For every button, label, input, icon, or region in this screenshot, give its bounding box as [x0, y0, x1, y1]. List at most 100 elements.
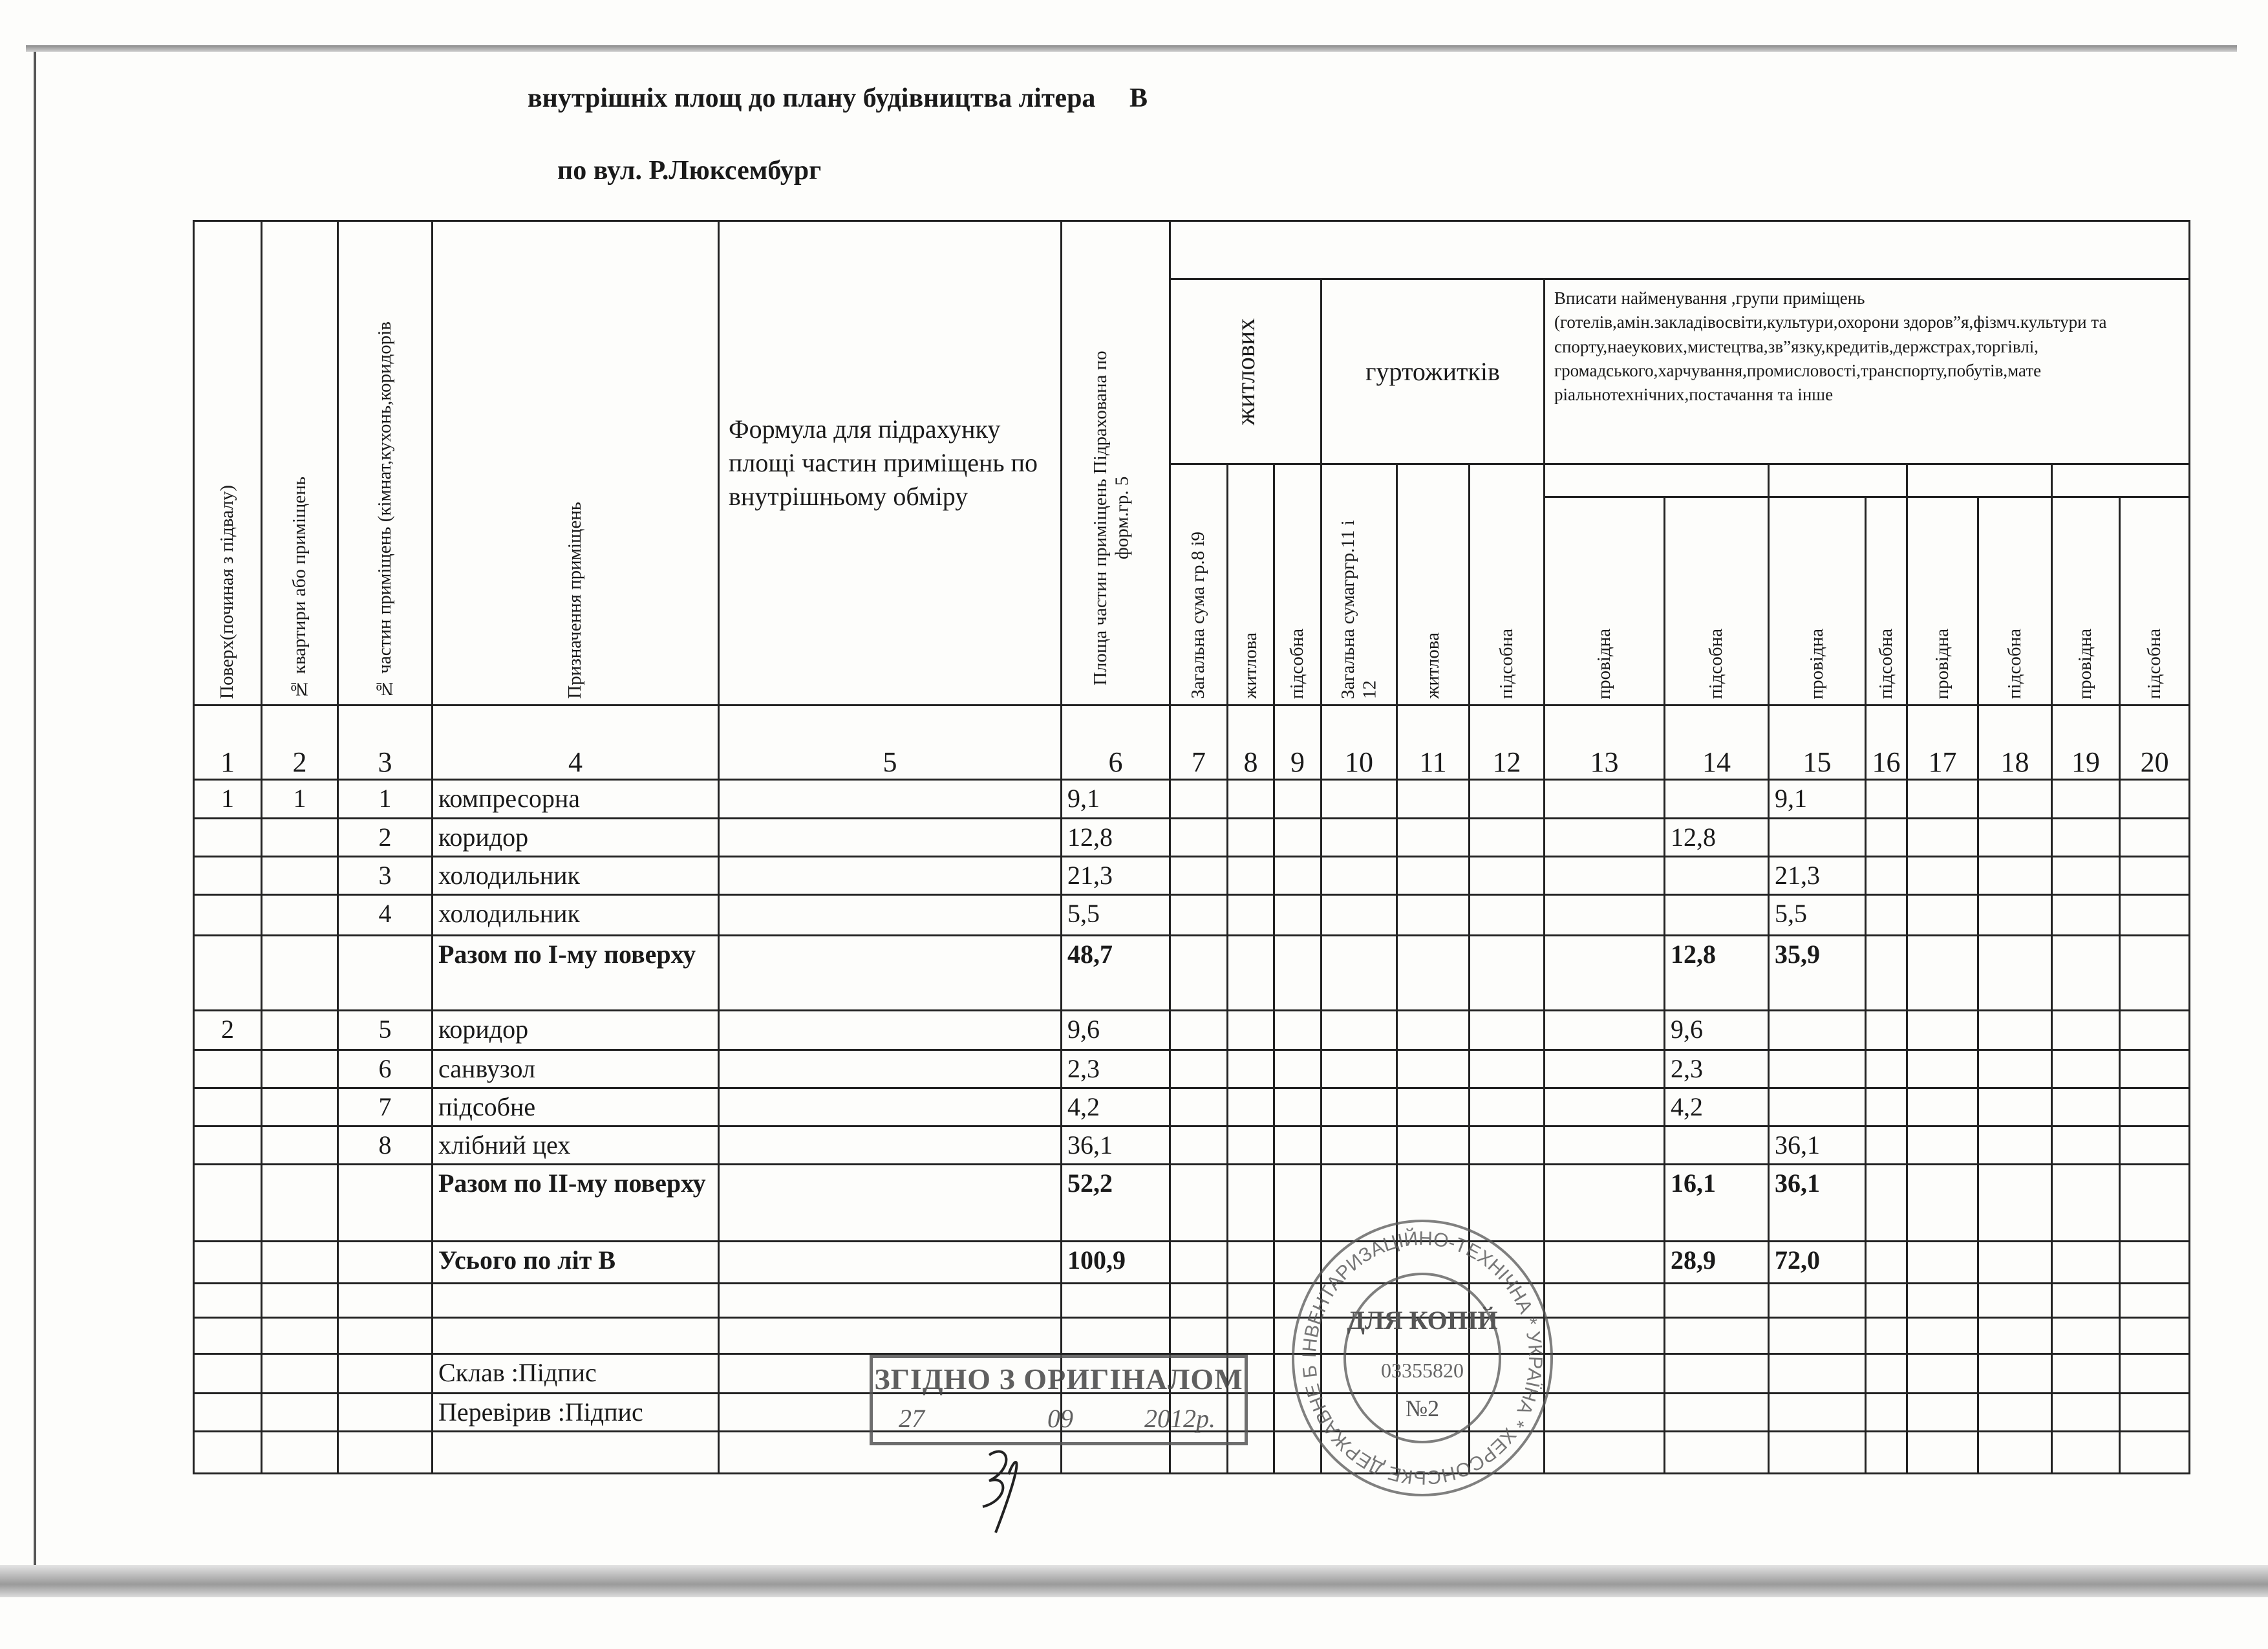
- apartment-cell: [261, 1125, 339, 1165]
- column-number: 2: [261, 704, 339, 781]
- table-row: [193, 1282, 2191, 1319]
- cell: [2118, 934, 2191, 1011]
- cell: [1169, 934, 1228, 1011]
- column-number: 11: [1396, 704, 1470, 781]
- cell: [1320, 1163, 1398, 1242]
- cell: [718, 894, 1062, 936]
- cell: [718, 1163, 1062, 1242]
- header-c20: підсобна: [2118, 496, 2191, 706]
- column-number-row: 1 2 3 4 5 6 7 8 9 10 11 12 13 14 15 16 17 18 19 20: [193, 704, 2191, 781]
- apartment-cell: [261, 1282, 339, 1319]
- cell: [1543, 1240, 1665, 1284]
- cell: [1468, 817, 1545, 857]
- cell: [1865, 1317, 1908, 1355]
- cell: [1977, 1125, 2053, 1165]
- header-subgroup: [1906, 463, 2053, 498]
- cell: [1396, 779, 1470, 819]
- room-purpose-cell: [431, 1282, 720, 1319]
- room-number-cell: 4: [337, 894, 433, 936]
- column-number: 9: [1273, 704, 1322, 781]
- cell: [1396, 1163, 1470, 1242]
- cell: [2051, 1317, 2121, 1355]
- cell: [2051, 856, 2121, 896]
- cell: [1906, 1125, 1979, 1165]
- cell: [2051, 779, 2121, 819]
- apartment-cell: [261, 1392, 339, 1432]
- cell: [718, 779, 1062, 819]
- main-area-cell: 21,3: [1768, 856, 1867, 896]
- cell: [1320, 1087, 1398, 1127]
- cell: [718, 1240, 1062, 1284]
- main-area-cell: [1768, 1353, 1867, 1394]
- column-number: 4: [431, 704, 720, 781]
- column-number: 17: [1906, 704, 1979, 781]
- header-c16: підсобна: [1865, 496, 1908, 706]
- cell: [1468, 1430, 1545, 1474]
- header-area: Площа частин приміщень Підрахована по фо…: [1060, 220, 1171, 706]
- floor-cell: [193, 1317, 262, 1355]
- area-cell: 100,9: [1060, 1240, 1171, 1284]
- cell: [1468, 1087, 1545, 1127]
- cell: [1320, 1282, 1398, 1319]
- column-number: 12: [1468, 704, 1545, 781]
- cell: [2051, 1430, 2121, 1474]
- room-purpose-cell: Разом по ІІ-му поверху: [431, 1163, 720, 1242]
- cell: [1169, 779, 1228, 819]
- floor-cell: 2: [193, 1009, 262, 1051]
- cell: [1543, 1282, 1665, 1319]
- cell: [1977, 1392, 2053, 1432]
- table-row: 2 5 коридор 9,6 9,6: [193, 1009, 2191, 1051]
- auxiliary-area-cell: [1664, 894, 1770, 936]
- cell: [1977, 856, 2053, 896]
- cell: [1273, 1430, 1322, 1474]
- cell: [1169, 1392, 1228, 1432]
- room-purpose-cell: санвузол: [431, 1049, 720, 1089]
- area-cell: [1060, 1392, 1171, 1432]
- cell: [1396, 817, 1470, 857]
- room-purpose-cell: Перевірив :Підпис: [431, 1392, 720, 1432]
- area-cell: 52,2: [1060, 1163, 1171, 1242]
- cell: [2051, 1392, 2121, 1432]
- auxiliary-area-cell: [1664, 1353, 1770, 1394]
- cell: [1273, 1009, 1322, 1051]
- cell: [2118, 1009, 2191, 1051]
- auxiliary-area-cell: 9,6: [1664, 1009, 1770, 1051]
- header-group-residential: житлових: [1169, 278, 1322, 465]
- floor-cell: [193, 1240, 262, 1284]
- floor-cell: [193, 856, 262, 896]
- cell: [1226, 1049, 1275, 1089]
- cell: [1468, 779, 1545, 819]
- round-seal-graphic: ІНВЕНТАРИЗАЦІЙНО-ТЕХНІЧНА * УКРАЇНА * ХЕ…: [1277, 1199, 1553, 1496]
- cell: [1396, 1240, 1470, 1284]
- cell: [1396, 894, 1470, 936]
- cell: [1396, 1009, 1470, 1051]
- cell: [1468, 1240, 1545, 1284]
- cell: [1543, 817, 1665, 857]
- cell: [2051, 1282, 2121, 1319]
- scan-edge-left: [34, 52, 36, 1565]
- area-cell: 9,1: [1060, 779, 1171, 819]
- area-cell: 4,2: [1060, 1087, 1171, 1127]
- column-number: 15: [1768, 704, 1867, 781]
- cell: [1273, 894, 1322, 936]
- cell: [1865, 1087, 1908, 1127]
- cell: [2051, 1125, 2121, 1165]
- header-c19: провідна: [2051, 496, 2121, 706]
- column-number: 1: [193, 704, 262, 781]
- room-number-cell: [337, 1392, 433, 1432]
- table-row: Разом по ІІ-му поверху 52,2 16,1 36,1: [193, 1163, 2191, 1242]
- cell: [1169, 1430, 1228, 1474]
- cell: [2118, 1163, 2191, 1242]
- floor-cell: [193, 1125, 262, 1165]
- room-number-cell: [337, 1282, 433, 1319]
- cell: [1226, 1392, 1275, 1432]
- column-number: 19: [2051, 704, 2121, 781]
- svg-text:№2: №2: [1406, 1396, 1439, 1421]
- cell: [1543, 1353, 1665, 1394]
- cell: [1543, 1087, 1665, 1127]
- cell: [1396, 1282, 1470, 1319]
- table-row: 1 1 1 компресорна 9,1 9,1: [193, 779, 2191, 819]
- cell: [718, 1125, 1062, 1165]
- floor-cell: [193, 894, 262, 936]
- cell: [1273, 1240, 1322, 1284]
